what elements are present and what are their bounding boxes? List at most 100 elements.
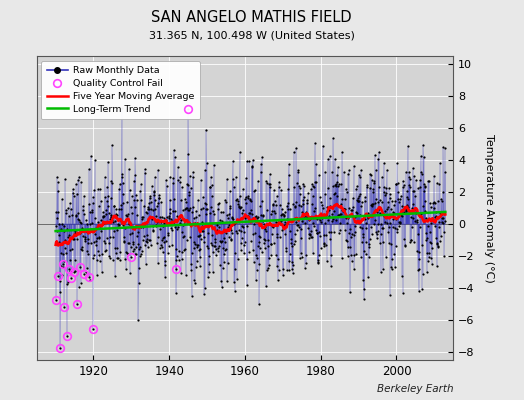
Point [212,246,221,253]
Point [165,212,173,219]
Point [66,257,74,264]
Point [314,258,322,265]
Point [278,226,287,233]
Point [68,212,77,219]
Point [245,209,253,216]
Point [301,220,309,226]
Text: Berkeley Earth: Berkeley Earth [377,384,453,394]
Point [357,167,365,174]
Point [392,181,400,188]
Point [56,345,64,352]
Point [136,252,144,259]
Point [123,251,132,257]
Point [254,261,263,267]
Point [344,171,353,178]
Point [215,262,224,268]
Point [176,220,184,226]
Point [160,238,168,245]
Point [360,286,368,293]
Point [424,178,432,184]
Point [431,199,440,206]
Point [218,238,226,244]
Point [80,271,88,277]
Point [383,220,391,226]
Point [166,206,174,212]
Point [279,272,288,278]
Point [352,209,360,215]
Point [417,211,425,217]
Point [289,262,297,268]
Point [176,179,184,185]
Point [419,271,427,278]
Point [228,158,237,165]
Point [390,251,398,258]
Point [277,206,286,212]
Point [438,215,446,222]
Point [146,193,154,200]
Point [354,198,362,204]
Point [83,265,91,272]
Point [410,173,418,180]
Point [406,239,414,246]
Point [180,247,188,254]
Point [263,267,271,273]
Point [222,229,230,236]
Point [384,204,392,210]
Point [143,239,151,245]
Point [119,222,127,228]
Point [319,214,328,220]
Point [287,236,295,242]
Point [177,217,185,223]
Point [220,250,228,257]
Point [87,226,95,232]
Point [391,225,399,232]
Point [380,184,389,191]
Point [275,184,283,190]
Point [260,226,269,232]
Point [260,237,269,243]
Point [313,260,322,266]
Point [311,140,319,146]
Point [84,240,92,246]
Point [97,198,105,204]
Point [354,193,363,199]
Point [179,207,188,213]
Point [133,196,141,203]
Point [117,105,126,111]
Point [78,246,86,253]
Point [145,236,153,243]
Point [407,214,415,220]
Point [171,154,179,160]
Point [185,192,194,199]
Point [212,220,221,226]
Point [73,216,82,222]
Point [206,204,215,210]
Point [114,254,123,261]
Point [306,216,314,222]
Point [232,174,240,180]
Point [270,198,279,205]
Point [183,205,191,212]
Point [269,224,278,230]
Point [318,212,326,218]
Point [141,261,150,267]
Point [144,204,152,210]
Point [297,202,305,209]
Point [189,204,197,211]
Point [437,212,445,218]
Point [390,210,398,216]
Point [319,205,327,211]
Point [414,185,422,192]
Point [101,248,110,254]
Point [275,267,283,273]
Point [102,211,110,218]
Point [411,177,420,183]
Point [173,226,181,232]
Point [291,218,300,225]
Point [200,234,208,240]
Point [54,208,63,215]
Legend: Raw Monthly Data, Quality Control Fail, Five Year Moving Average, Long-Term Tren: Raw Monthly Data, Quality Control Fail, … [41,61,200,119]
Point [245,158,254,164]
Point [94,185,102,192]
Point [282,247,290,254]
